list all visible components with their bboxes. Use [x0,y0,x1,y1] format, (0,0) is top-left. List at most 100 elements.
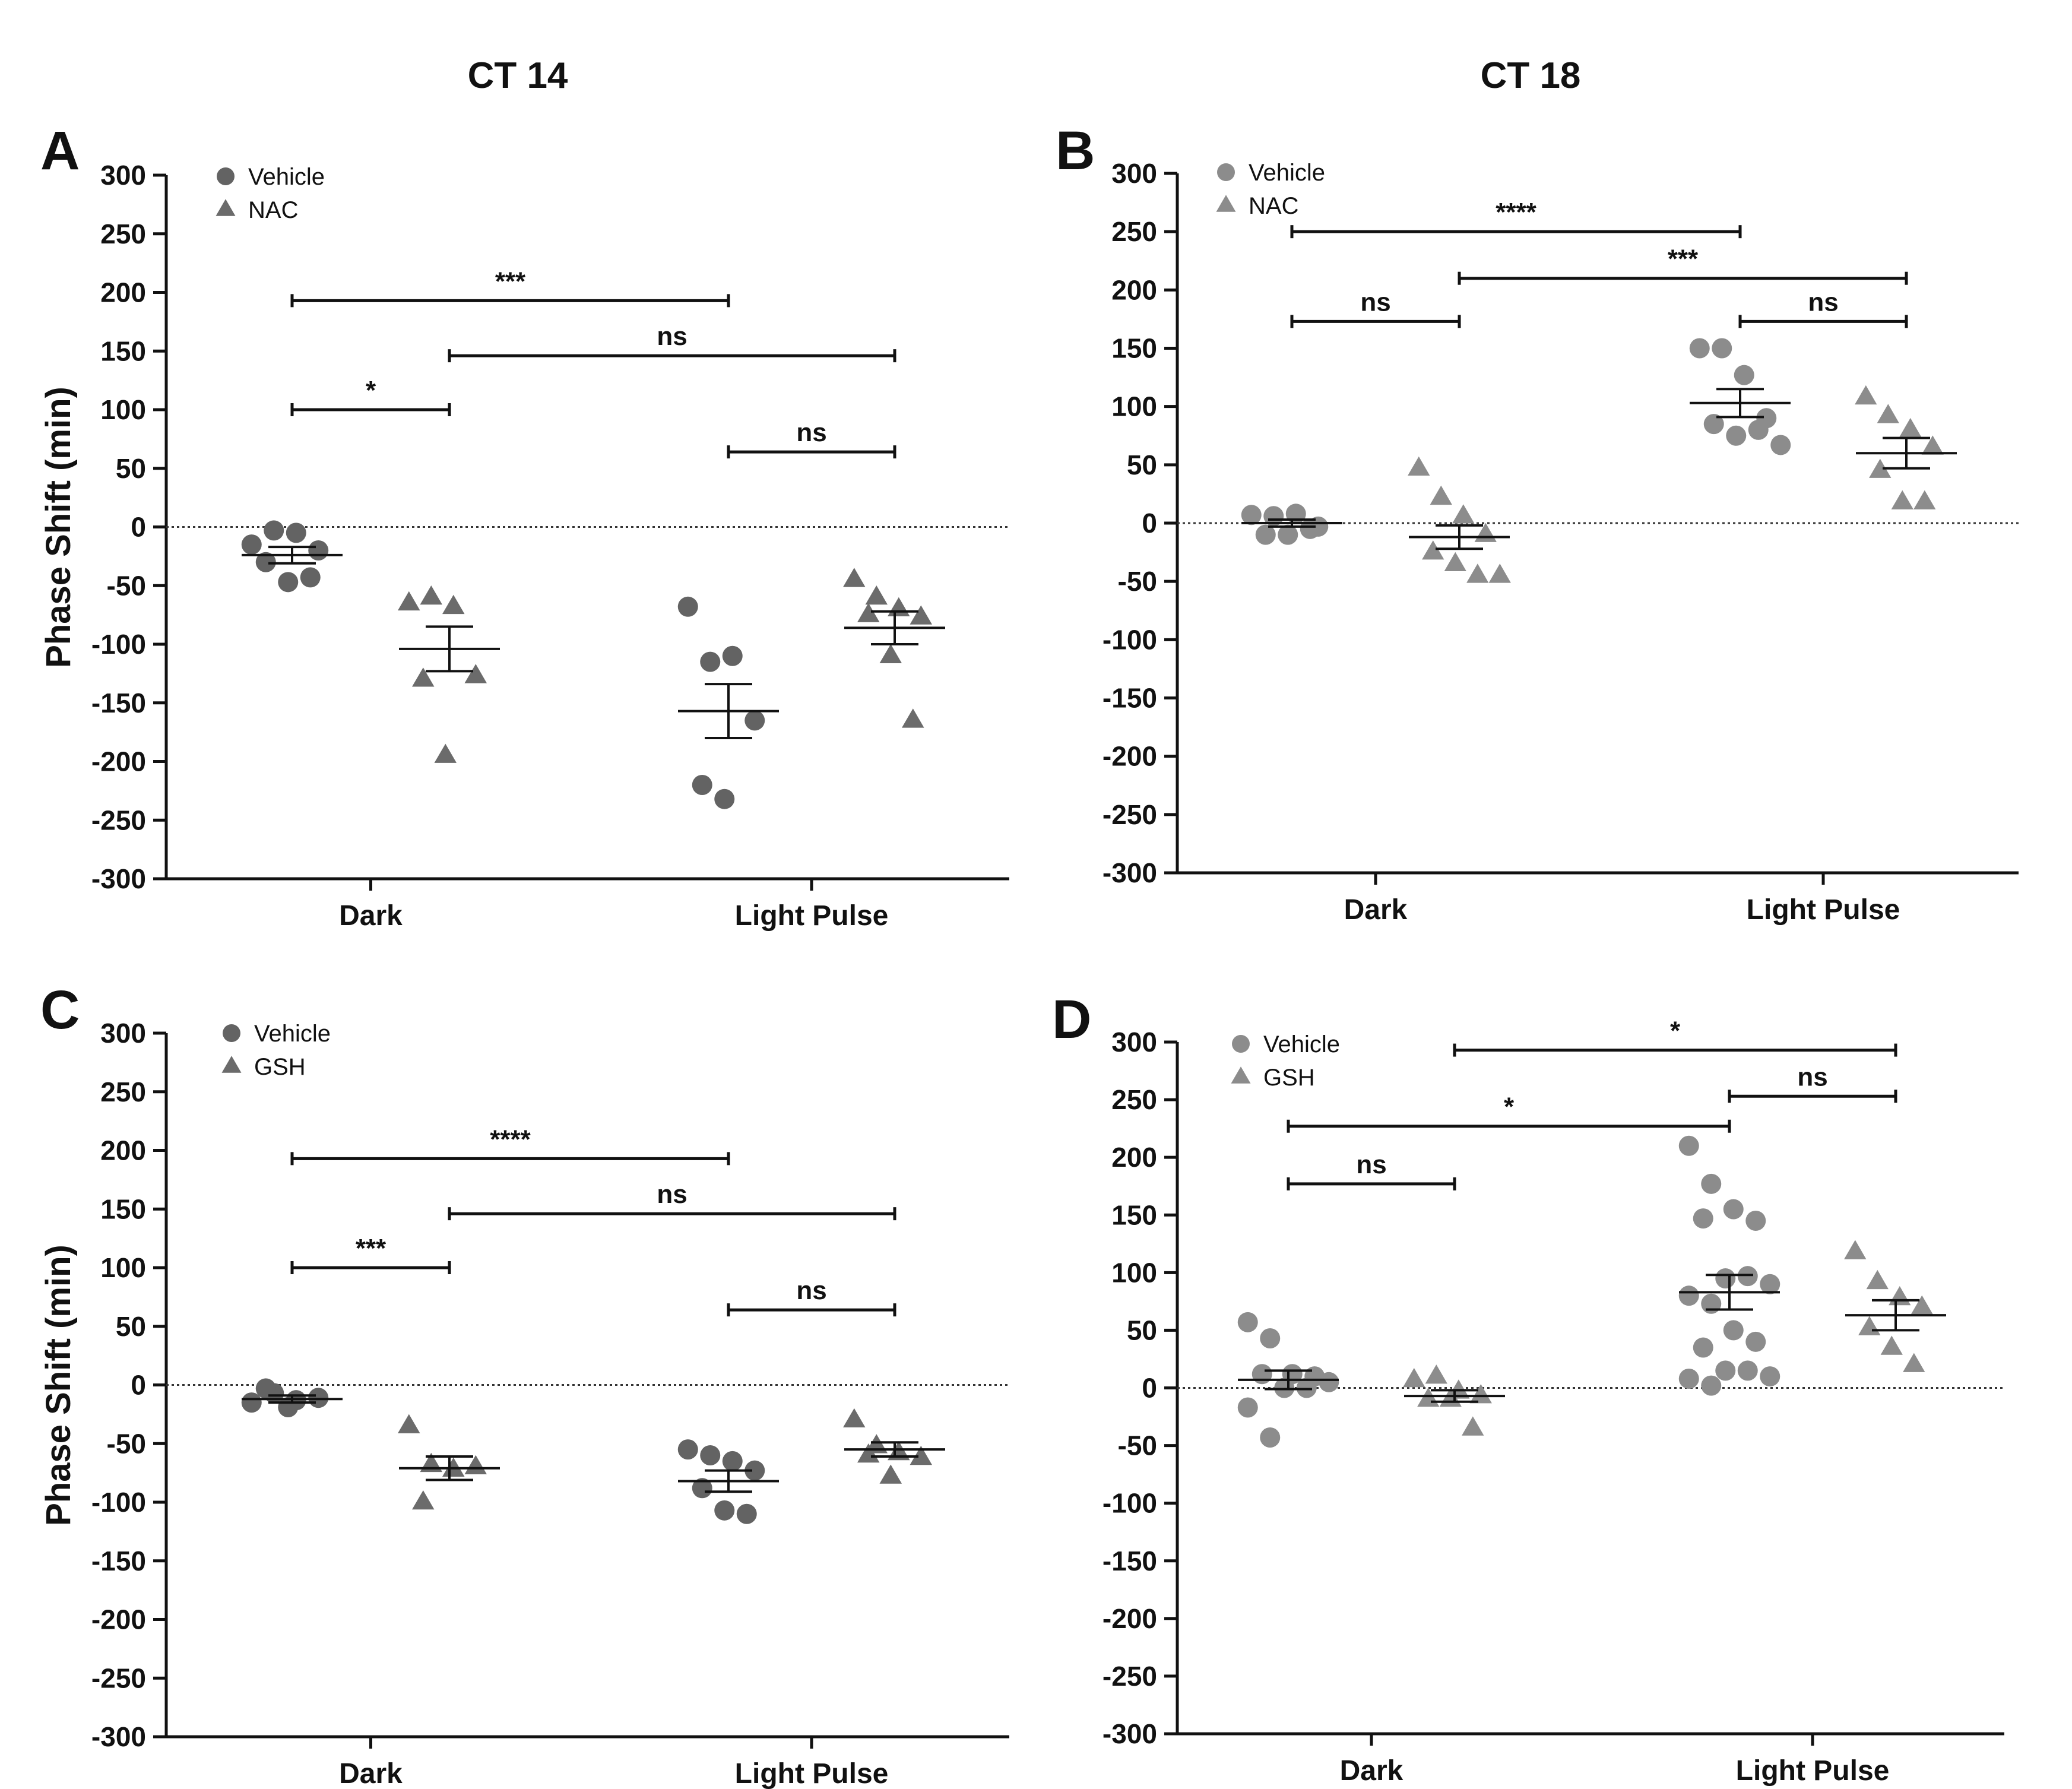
data-point-light-pulse-gsh [857,1443,880,1463]
data-point-dark-vehicle [264,520,284,541]
data-point-light-pulse-vehicle [700,651,721,672]
y-tick-label: -50 [1118,566,1157,597]
y-tick-label: -100 [91,629,146,660]
y-tick-label: 250 [100,219,146,249]
data-point-light-pulse-gsh [879,1464,902,1484]
legend-label-vehicle: Vehicle [254,1021,331,1047]
y-tick-label: -100 [91,1487,146,1518]
legend-label-vehicle: Vehicle [1263,1031,1340,1057]
data-point-dark-vehicle [300,567,321,588]
data-point-light-pulse-vehicle [1745,1331,1766,1352]
x-category-label: Light Pulse [1736,1755,1890,1787]
legend-label-vehicle: Vehicle [248,164,325,190]
y-tick-label: 100 [1111,391,1157,422]
y-tick-label: -200 [1102,741,1157,772]
data-point-dark-gsh [1469,1384,1492,1404]
significance-label: ns [1808,287,1838,316]
data-point-dark-vehicle [1263,506,1284,527]
panel-letter: D [1052,989,1091,1050]
data-point-dark-vehicle [1260,1427,1281,1448]
data-point-light-pulse-vehicle [722,1451,743,1471]
data-point-dark-vehicle [255,1378,276,1399]
significance-label: ns [1360,287,1390,316]
data-point-light-pulse-vehicle [1723,1320,1744,1341]
data-point-light-pulse-nac [843,568,866,587]
y-tick-label: 0 [131,1370,146,1401]
x-category-label: Dark [339,1758,403,1789]
data-point-dark-vehicle [1260,1328,1281,1349]
y-tick-label: 50 [1127,449,1157,480]
x-category-label: Light Pulse [735,1758,889,1789]
data-point-light-pulse-vehicle [744,710,765,731]
y-tick-label: -300 [1102,857,1157,888]
data-point-dark-vehicle [1319,1372,1339,1392]
y-tick-label: -150 [1102,683,1157,714]
data-point-dark-vehicle [278,572,299,593]
data-point-dark-gsh [412,1490,435,1510]
data-point-light-pulse-vehicle [1701,1375,1722,1396]
panel-a: A Phase Shift (min) 300 250 200 150 100 50 0 -50 -… [39,121,1009,932]
data-point-dark-vehicle [1252,1364,1272,1385]
data-point-light-pulse-vehicle [1715,1268,1736,1289]
legend-marker-vehicle [223,1024,240,1042]
significance-label: *** [356,1234,386,1263]
y-tick-label: -50 [1118,1430,1157,1461]
data-point-light-pulse-vehicle [1678,1368,1699,1389]
y-tick-label: -50 [107,570,146,601]
data-point-dark-nac [1408,456,1430,476]
y-tick-label: -200 [91,1604,146,1635]
y-tick-label: -200 [1102,1603,1157,1634]
y-tick-label: 100 [100,1252,146,1283]
y-tick-label: -50 [107,1428,146,1459]
significance-label: ns [657,1180,687,1209]
x-category-label: Dark [1344,894,1408,926]
data-point-dark-vehicle [1300,518,1320,539]
legend-marker-vehicle [1232,1035,1250,1053]
data-point-light-pulse-vehicle [1734,365,1754,385]
legend-label-vehicle: Vehicle [1249,160,1325,186]
legend-label-nac: NAC [1249,193,1298,219]
data-point-light-pulse-vehicle [1715,1360,1736,1381]
data-point-light-pulse-vehicle [1760,1366,1780,1387]
panel-d: D 300 250 200 150 100 50 0 -50 -100 -150 -200 -250 -3… [1052,989,2004,1787]
y-tick-label: -300 [91,1721,146,1752]
y-tick-label: -250 [91,1663,146,1693]
data-point-light-pulse-vehicle [1701,1173,1722,1194]
data-point-light-pulse-vehicle [1689,338,1710,359]
y-tick-label: 100 [100,394,146,425]
y-tick-label: 300 [100,1018,146,1049]
data-point-dark-nac [1422,540,1444,560]
panel-letter: B [1056,121,1095,181]
data-point-light-pulse-nac [1869,458,1892,478]
data-point-light-pulse-nac [865,585,888,605]
data-point-dark-gsh [1425,1364,1447,1384]
y-tick-label: -150 [1102,1546,1157,1576]
y-tick-label: 100 [1111,1257,1157,1288]
significance-label: ns [796,1276,826,1305]
data-point-dark-vehicle [1241,505,1262,525]
data-point-dark-vehicle [255,552,276,572]
data-point-dark-nac [464,664,487,683]
y-tick-label: 0 [131,512,146,543]
y-tick-label: -250 [1102,799,1157,830]
data-point-light-pulse-gsh [1903,1353,1925,1372]
data-point-dark-gsh [398,1414,420,1433]
legend-marker-vehicle [1217,163,1235,181]
panel-letter: A [40,121,80,181]
y-tick-label: 200 [1111,1142,1157,1173]
y-tick-label: 300 [1111,1027,1157,1057]
legend-marker-gsh [1231,1066,1251,1084]
y-tick-label: -250 [91,805,146,835]
legend-marker-vehicle [217,167,235,185]
data-point-light-pulse-nac [1891,490,1913,509]
panel-b: B 300 250 200 150 100 50 0 -50 -100 -150 -200 -250 -3… [1056,121,2019,926]
data-point-light-pulse-nac [1921,435,1944,455]
data-point-dark-vehicle [241,1392,262,1413]
y-tick-label: 50 [116,453,146,484]
data-point-light-pulse-nac [888,597,910,616]
significance-label: ns [1797,1062,1827,1091]
data-point-light-pulse-vehicle [1760,1274,1780,1294]
data-point-light-pulse-vehicle [692,775,712,795]
legend-label-gsh: GSH [254,1054,306,1080]
